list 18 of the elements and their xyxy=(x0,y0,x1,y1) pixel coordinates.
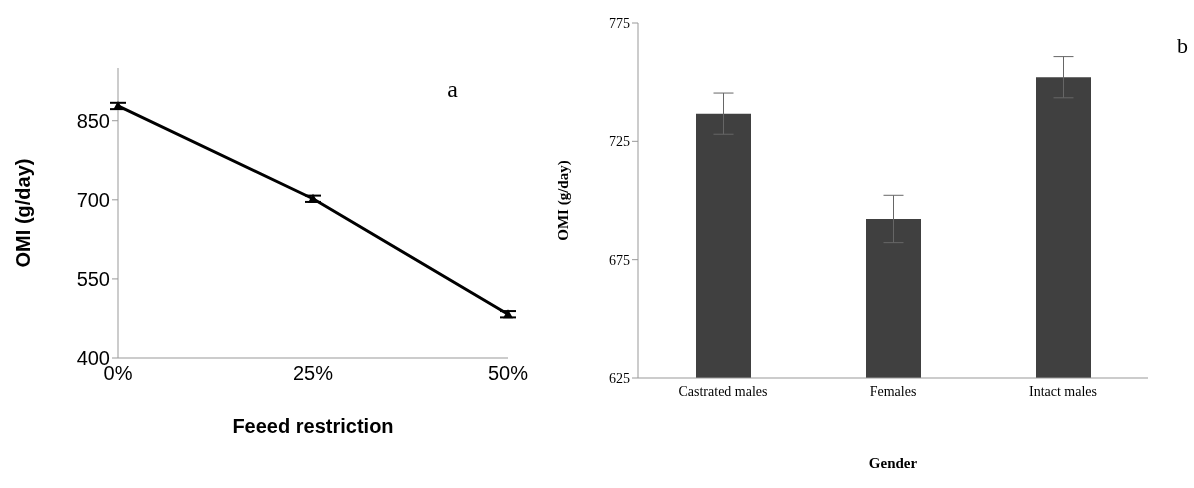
x-tick-label: 50% xyxy=(487,362,529,385)
x-axis-title: Feeed restriction xyxy=(232,415,394,437)
y-tick-label: 775 xyxy=(609,15,630,31)
text: b xyxy=(1177,33,1188,59)
x-tick-label: Castrated males xyxy=(678,383,768,399)
y-tick-label: 625 xyxy=(609,370,630,386)
annotation: a xyxy=(447,76,458,103)
y-tick-label: 550 xyxy=(76,268,110,291)
y-tick-label: 700 xyxy=(76,188,110,211)
x-tick-label: Females xyxy=(869,383,917,399)
y-axis-title: OMI (g/day) xyxy=(555,160,573,241)
y-tick-label: 725 xyxy=(609,134,630,150)
y-tick-label: 675 xyxy=(609,252,630,268)
x-tick-label: Intact males xyxy=(1028,383,1098,399)
y-tick-label: 850 xyxy=(76,109,110,132)
y-axis-title: OMI (g/day) xyxy=(12,158,35,268)
x-axis-title: Gender xyxy=(868,455,918,471)
x-tick-label: 25% xyxy=(292,362,334,385)
